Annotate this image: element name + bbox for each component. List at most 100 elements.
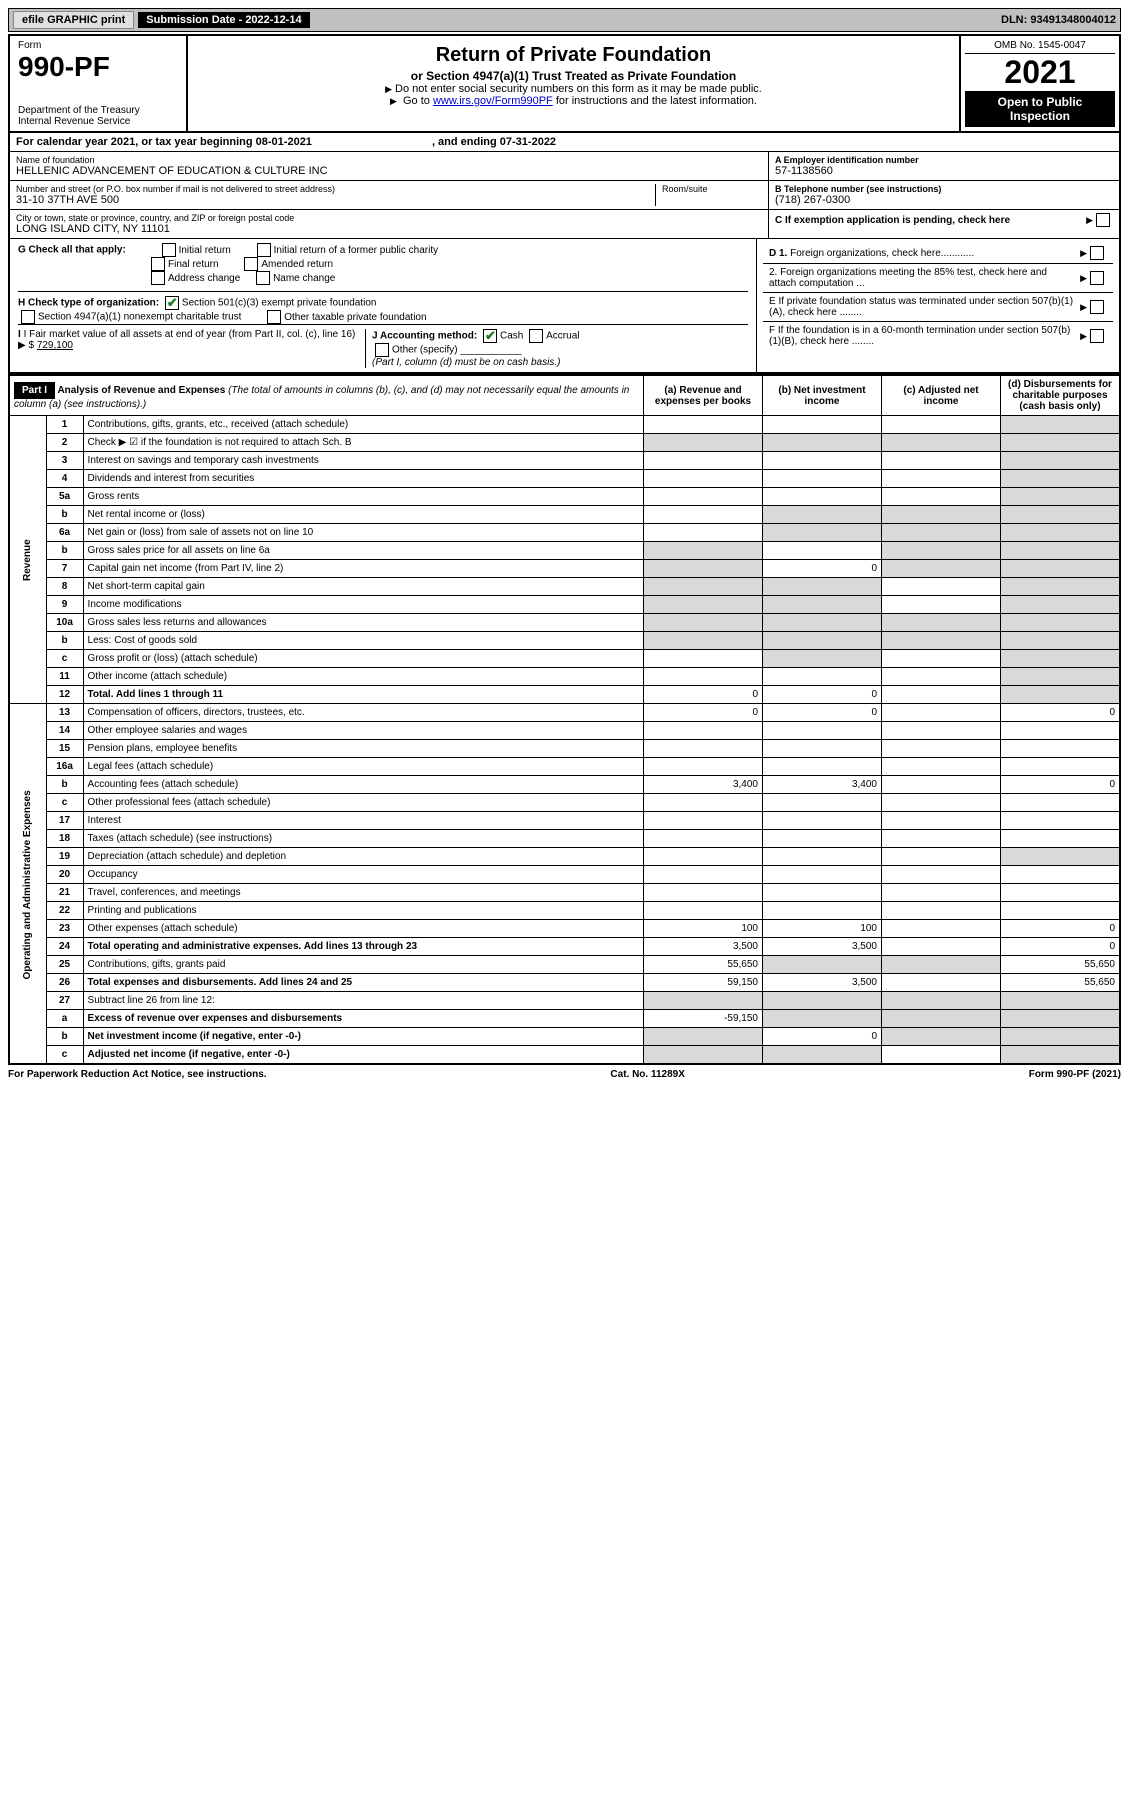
line-number: 24 — [46, 938, 83, 956]
line-number: 8 — [46, 578, 83, 596]
line-number: 27 — [46, 992, 83, 1010]
line-number: 22 — [46, 902, 83, 920]
cb-d2[interactable] — [1090, 271, 1104, 285]
cb-501c3[interactable] — [165, 296, 179, 310]
line-number: 25 — [46, 956, 83, 974]
city-row: City or town, state or province, country… — [10, 210, 768, 238]
city-state-zip: LONG ISLAND CITY, NY 11101 — [16, 223, 762, 235]
line-description: Travel, conferences, and meetings — [83, 884, 643, 902]
line-number: 21 — [46, 884, 83, 902]
line-description: Net gain or (loss) from sale of assets n… — [83, 524, 643, 542]
cb-f[interactable] — [1090, 329, 1104, 343]
line-description: Total. Add lines 1 through 11 — [83, 686, 643, 704]
irs-link[interactable]: www.irs.gov/Form990PF — [433, 95, 553, 107]
top-bar: efile GRAPHIC print Submission Date - 20… — [8, 8, 1121, 32]
line-description: Capital gain net income (from Part IV, l… — [83, 560, 643, 578]
room-label: Room/suite — [662, 184, 762, 194]
line-description: Contributions, gifts, grants, etc., rece… — [83, 416, 643, 434]
line-description: Less: Cost of goods sold — [83, 632, 643, 650]
line-number: a — [46, 1010, 83, 1028]
line-number: 2 — [46, 434, 83, 452]
table-row: 15Pension plans, employee benefits — [9, 740, 1120, 758]
line-description: Gross profit or (loss) (attach schedule) — [83, 650, 643, 668]
i-label: I Fair market value of all assets at end… — [24, 329, 356, 340]
line-number: 18 — [46, 830, 83, 848]
cb-amended[interactable] — [244, 257, 258, 271]
cb-other-method[interactable] — [375, 343, 389, 357]
line-number: b — [46, 776, 83, 794]
line-description: Contributions, gifts, grants paid — [83, 956, 643, 974]
c-checkbox[interactable] — [1096, 213, 1110, 227]
table-row: bGross sales price for all assets on lin… — [9, 542, 1120, 560]
table-row: 24Total operating and administrative exp… — [9, 938, 1120, 956]
table-row: 18Taxes (attach schedule) (see instructi… — [9, 830, 1120, 848]
cb-accrual[interactable] — [529, 329, 543, 343]
form-subtitle: or Section 4947(a)(1) Trust Treated as P… — [200, 69, 947, 83]
table-row: aExcess of revenue over expenses and dis… — [9, 1010, 1120, 1028]
cb-address-change[interactable] — [151, 271, 165, 285]
line-description: Check ▶ ☑ if the foundation is not requi… — [83, 434, 643, 452]
line-number: 10a — [46, 614, 83, 632]
table-row: cAdjusted net income (if negative, enter… — [9, 1046, 1120, 1065]
table-row: bLess: Cost of goods sold — [9, 632, 1120, 650]
line-number: 1 — [46, 416, 83, 434]
header-left: Form 990-PF Department of the Treasury I… — [10, 36, 188, 131]
line-number: 20 — [46, 866, 83, 884]
line-description: Gross rents — [83, 488, 643, 506]
line-number: b — [46, 632, 83, 650]
line-number: c — [46, 650, 83, 668]
col-d-header: (d) Disbursements for charitable purpose… — [1001, 375, 1121, 416]
table-row: cGross profit or (loss) (attach schedule… — [9, 650, 1120, 668]
line-description: Total expenses and disbursements. Add li… — [83, 974, 643, 992]
line-number: b — [46, 1028, 83, 1046]
footer-center: Cat. No. 11289X — [610, 1069, 684, 1080]
entity-block: Name of foundation HELLENIC ADVANCEMENT … — [8, 152, 1121, 239]
table-row: 16aLegal fees (attach schedule) — [9, 758, 1120, 776]
line-description: Adjusted net income (if negative, enter … — [83, 1046, 643, 1065]
line-description: Other expenses (attach schedule) — [83, 920, 643, 938]
table-row: 12Total. Add lines 1 through 1100 — [9, 686, 1120, 704]
table-row: 19Depreciation (attach schedule) and dep… — [9, 848, 1120, 866]
cb-e[interactable] — [1090, 300, 1104, 314]
line-description: Occupancy — [83, 866, 643, 884]
col-c-header: (c) Adjusted net income — [882, 375, 1001, 416]
line-description: Compensation of officers, directors, tru… — [83, 704, 643, 722]
line-number: 5a — [46, 488, 83, 506]
line-number: 6a — [46, 524, 83, 542]
line-number: 26 — [46, 974, 83, 992]
dln-number: DLN: 93491348004012 — [1001, 14, 1116, 26]
cb-cash[interactable] — [483, 329, 497, 343]
line-number: 3 — [46, 452, 83, 470]
table-row: 17Interest — [9, 812, 1120, 830]
table-row: 2Check ▶ ☑ if the foundation is not requ… — [9, 434, 1120, 452]
table-row: 3Interest on savings and temporary cash … — [9, 452, 1120, 470]
line-number: 13 — [46, 704, 83, 722]
ein-row: A Employer identification number 57-1138… — [769, 152, 1119, 181]
cb-final-return[interactable] — [151, 257, 165, 271]
line-description: Other income (attach schedule) — [83, 668, 643, 686]
street-address: 31-10 37TH AVE 500 — [16, 194, 655, 206]
table-row: 10aGross sales less returns and allowanc… — [9, 614, 1120, 632]
table-row: 27Subtract line 26 from line 12: — [9, 992, 1120, 1010]
foundation-name: HELLENIC ADVANCEMENT OF EDUCATION & CULT… — [16, 165, 762, 177]
section-label: Operating and Administrative Expenses — [9, 704, 46, 1065]
line-number: 4 — [46, 470, 83, 488]
cb-d1[interactable] — [1090, 246, 1104, 260]
instruction-2: Go to www.irs.gov/Form990PF for instruct… — [200, 95, 947, 107]
cb-initial-former[interactable] — [257, 243, 271, 257]
efile-print-button[interactable]: efile GRAPHIC print — [13, 11, 134, 29]
line-number: 7 — [46, 560, 83, 578]
table-row: 26Total expenses and disbursements. Add … — [9, 974, 1120, 992]
check-section: G Check all that apply: Initial return I… — [8, 239, 1121, 374]
header-center: Return of Private Foundation or Section … — [188, 36, 959, 131]
year-begin: 08-01-2021 — [256, 136, 312, 148]
cb-initial-return[interactable] — [162, 243, 176, 257]
cb-name-change[interactable] — [256, 271, 270, 285]
table-row: bNet rental income or (loss) — [9, 506, 1120, 524]
cb-4947a1[interactable] — [21, 310, 35, 324]
line-number: 12 — [46, 686, 83, 704]
footer-left: For Paperwork Reduction Act Notice, see … — [8, 1069, 267, 1080]
cb-other-taxable[interactable] — [267, 310, 281, 324]
line-description: Interest — [83, 812, 643, 830]
table-row: 20Occupancy — [9, 866, 1120, 884]
